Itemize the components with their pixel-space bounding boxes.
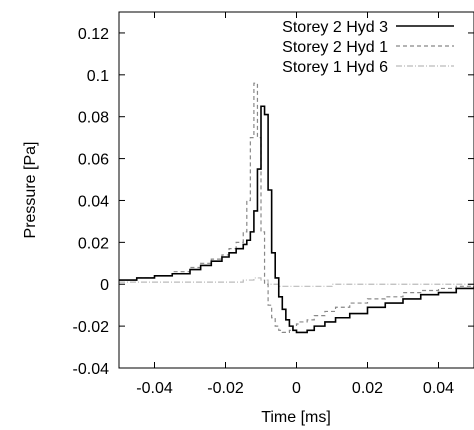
y-tick-label: 0.08 — [78, 110, 109, 127]
y-axis-title: Pressure [Pa] — [22, 142, 39, 239]
series-line-3 — [119, 277, 474, 287]
x-tick-label: 0.04 — [423, 380, 454, 397]
series-layer — [119, 82, 474, 334]
y-tick-label: 0.1 — [87, 68, 109, 85]
legend-label-2: Storey 2 Hyd 1 — [282, 39, 388, 56]
x-tick-label: 0.02 — [352, 380, 383, 397]
series-line-2 — [119, 82, 474, 333]
y-tick-label: 0.02 — [78, 235, 109, 252]
legend-label-1: Storey 2 Hyd 3 — [282, 19, 388, 36]
y-tick-label: 0.12 — [78, 26, 109, 43]
x-tick-label: 0 — [292, 380, 301, 397]
legend: Storey 2 Hyd 3 Storey 2 Hyd 1 Storey 1 Hyd… — [282, 19, 454, 76]
series-line-1 — [119, 105, 474, 334]
y-tick-label: -0.04 — [73, 361, 110, 378]
y-tick-label: -0.02 — [73, 319, 110, 336]
y-tick-label: 0.04 — [78, 193, 109, 210]
y-tick-label: 0.06 — [78, 152, 109, 169]
x-axis-title: Time [ms] — [261, 409, 331, 426]
legend-label-3: Storey 1 Hyd 6 — [282, 59, 388, 76]
y-tick-label: 0 — [100, 277, 109, 294]
x-tick-label: -0.02 — [207, 380, 244, 397]
x-tick-label: -0.04 — [136, 380, 173, 397]
tick-layer: -0.04 -0.02 0 0.02 0.04 -0.04 -0.02 0 0.02 0.04 0.… — [73, 12, 474, 397]
